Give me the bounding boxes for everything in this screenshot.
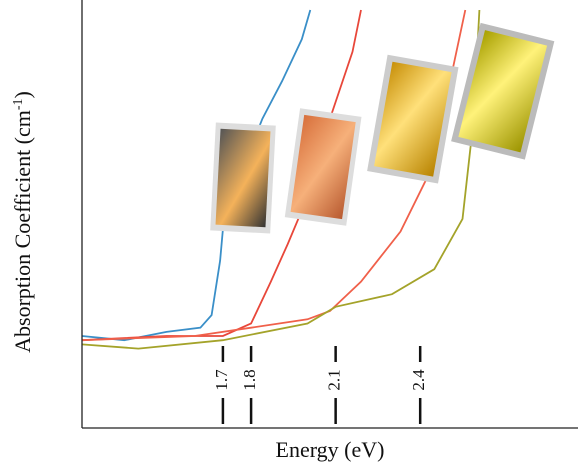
y-label-text: Absorption Coefficient (cm [10, 110, 35, 353]
photos [210, 23, 554, 234]
page: Absorption Coefficient (cm-1) Energy (eV… [0, 0, 582, 464]
y-label-suffix: ) [10, 91, 35, 98]
photo [285, 108, 362, 226]
y-label-superscript: -1 [11, 98, 26, 110]
photo [367, 55, 458, 184]
x-tick-label: 2.4 [409, 369, 428, 391]
x-tick-label: 1.8 [240, 369, 259, 390]
chart: Absorption Coefficient (cm-1) Energy (eV… [0, 0, 582, 464]
x-tick-label: 2.1 [325, 369, 344, 390]
x-axis-label: Energy (eV) [276, 437, 385, 462]
y-axis-label: Absorption Coefficient (cm-1) [10, 91, 35, 353]
series-line [82, 10, 310, 340]
photo [210, 123, 276, 234]
photo [451, 23, 554, 160]
x-tick-label: 1.7 [212, 369, 231, 391]
